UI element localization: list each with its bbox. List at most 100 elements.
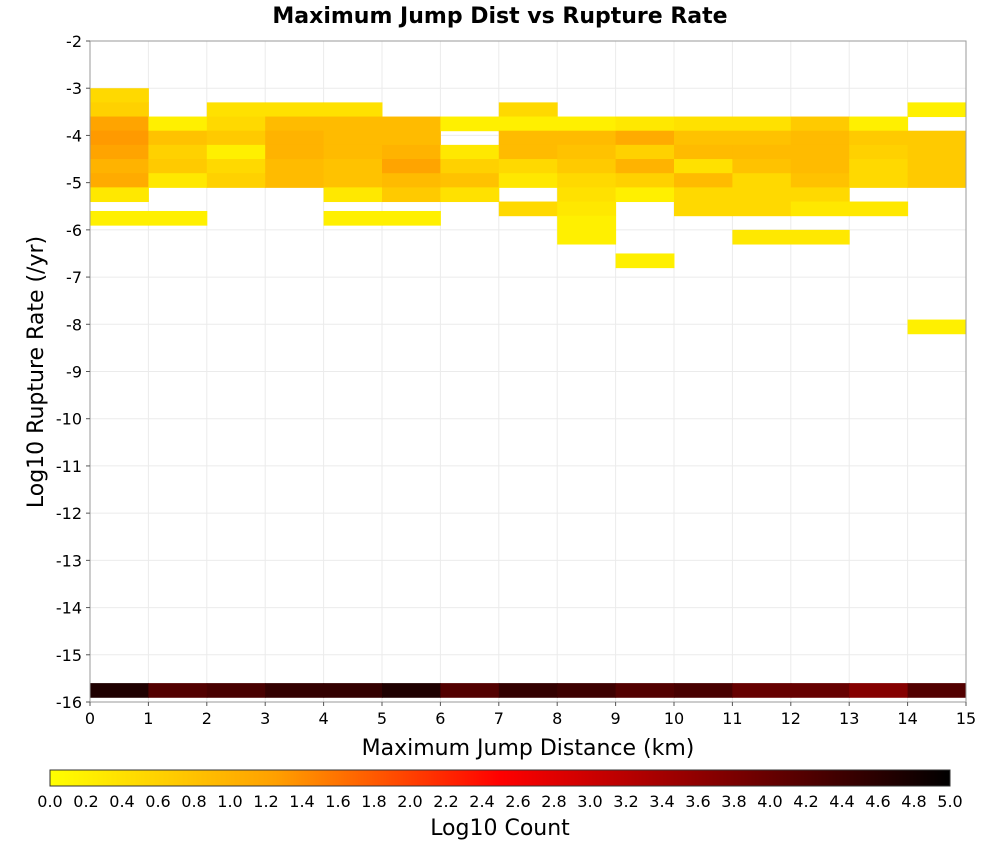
heatmap-cell: [148, 116, 208, 132]
heatmap-cell: [674, 144, 733, 160]
heatmap-cell: [615, 130, 675, 146]
y-tick-label: -9: [66, 363, 82, 382]
heatmap-cell: [615, 144, 675, 160]
heatmap-cell: [90, 173, 149, 188]
heatmap-cell: [265, 173, 325, 188]
heatmap-cell: [732, 159, 792, 174]
heatmap-cell: [206, 683, 266, 698]
heatmap-cell: [557, 144, 617, 160]
heatmap-cell: [382, 130, 441, 146]
colorbar-tick-label: 1.2: [253, 792, 278, 811]
heatmap-cell: [382, 116, 441, 132]
x-tick-label: 10: [664, 709, 684, 728]
colorbar-tick-label: 3.2: [613, 792, 638, 811]
x-axis-label: Maximum Jump Distance (km): [362, 736, 695, 761]
heatmap-cell: [90, 116, 149, 132]
heatmap-cell: [148, 173, 208, 188]
heatmap-cell: [323, 683, 383, 698]
colorbar-tick-label: 3.6: [685, 792, 710, 811]
heatmap-cell: [90, 130, 149, 146]
x-tick-label: 9: [611, 709, 621, 728]
heatmap-cell: [90, 102, 149, 118]
x-tick-label: 11: [722, 709, 742, 728]
heatmap-cell: [907, 319, 967, 335]
heatmap-cell: [907, 173, 967, 188]
heatmap-cell: [323, 102, 383, 118]
heatmap-cell: [265, 159, 325, 174]
colorbar-tick-label: 2.2: [433, 792, 458, 811]
colorbar-tick-label: 3.0: [577, 792, 602, 811]
heatmap-cell: [206, 102, 266, 118]
heatmap-cell: [674, 130, 733, 146]
heatmap-cell: [148, 210, 208, 226]
heatmap-cell: [265, 683, 325, 698]
heatmap-cell: [382, 144, 441, 160]
heatmap-cell: [265, 144, 325, 160]
heatmap-cell: [615, 173, 675, 188]
heatmap-cell: [790, 173, 850, 188]
heatmap-cell: [674, 116, 733, 132]
heatmap-cell: [907, 130, 967, 146]
heatmap-cell: [849, 159, 909, 174]
x-tick-label: 5: [377, 709, 387, 728]
heatmap-cell: [323, 187, 383, 203]
heatmap-cell: [498, 201, 558, 217]
heatmap-cell: [90, 683, 149, 698]
heatmap-cell: [323, 144, 383, 160]
heatmap-cell: [206, 116, 266, 132]
colorbar-tick-label: 2.8: [541, 792, 566, 811]
y-tick-label: -3: [66, 79, 82, 98]
x-axis-ticks: 0 1 2 3 4 5 6 7 8 9 10 11 12 13 14 15: [85, 702, 976, 728]
colorbar-tick-label: 1.8: [361, 792, 386, 811]
y-tick-label: -12: [56, 504, 82, 523]
colorbar-tick-label: 0.6: [145, 792, 170, 811]
heatmap-cell: [674, 173, 733, 188]
heatmap-cell: [907, 159, 967, 174]
x-tick-label: 2: [202, 709, 212, 728]
y-tick-label: -10: [56, 410, 82, 429]
heatmap-cell: [557, 187, 617, 203]
heatmap-cell: [148, 683, 208, 698]
heatmap-cell: [498, 144, 558, 160]
heatmap-cell: [907, 102, 967, 118]
heatmap-cells: [90, 88, 967, 698]
heatmap-cell: [440, 683, 500, 698]
y-tick-label: -16: [56, 693, 82, 712]
heatmap-cell: [849, 201, 909, 217]
heatmap-cell: [148, 144, 208, 160]
colorbar-label: Log10 Count: [430, 816, 570, 841]
heatmap-cell: [498, 102, 558, 118]
colorbar-tick-label: 0.8: [181, 792, 206, 811]
heatmap-cell: [90, 144, 149, 160]
y-tick-label: -5: [66, 174, 82, 193]
colorbar-tick-label: 0.2: [73, 792, 98, 811]
heatmap-cell: [323, 159, 383, 174]
y-tick-label: -14: [56, 599, 82, 618]
heatmap-cell: [674, 683, 733, 698]
heatmap-cell: [615, 683, 675, 698]
colorbar: [49, 769, 951, 787]
heatmap-cell: [790, 683, 850, 698]
heatmap-cell: [615, 253, 675, 269]
heatmap-cell: [557, 201, 617, 217]
heatmap-cell: [790, 229, 850, 245]
colorbar-tick-label: 3.8: [721, 792, 746, 811]
x-tick-label: 13: [839, 709, 859, 728]
heatmap-cell: [907, 683, 967, 698]
heatmap-cell: [265, 116, 325, 132]
x-tick-label: 1: [143, 709, 153, 728]
chart-title: Maximum Jump Dist vs Rupture Rate: [272, 4, 727, 29]
colorbar-tick-label: 0.0: [37, 792, 62, 811]
colorbar-tick-label: 4.0: [757, 792, 782, 811]
heatmap-cell: [382, 683, 441, 698]
heatmap-cell: [849, 173, 909, 188]
heatmap-cell: [557, 116, 617, 132]
heatmap-cell: [498, 683, 558, 698]
heatmap-cell: [206, 144, 266, 160]
heatmap-cell: [790, 144, 850, 160]
heatmap-cell: [732, 130, 792, 146]
colorbar-ticks: 0.0 0.2 0.4 0.6 0.8 1.0 1.2 1.4 1.6 1.8 2.0 2.2 2.4 2…: [37, 792, 962, 811]
heatmap-cell: [206, 130, 266, 146]
colorbar-tick-label: 5.0: [937, 792, 962, 811]
